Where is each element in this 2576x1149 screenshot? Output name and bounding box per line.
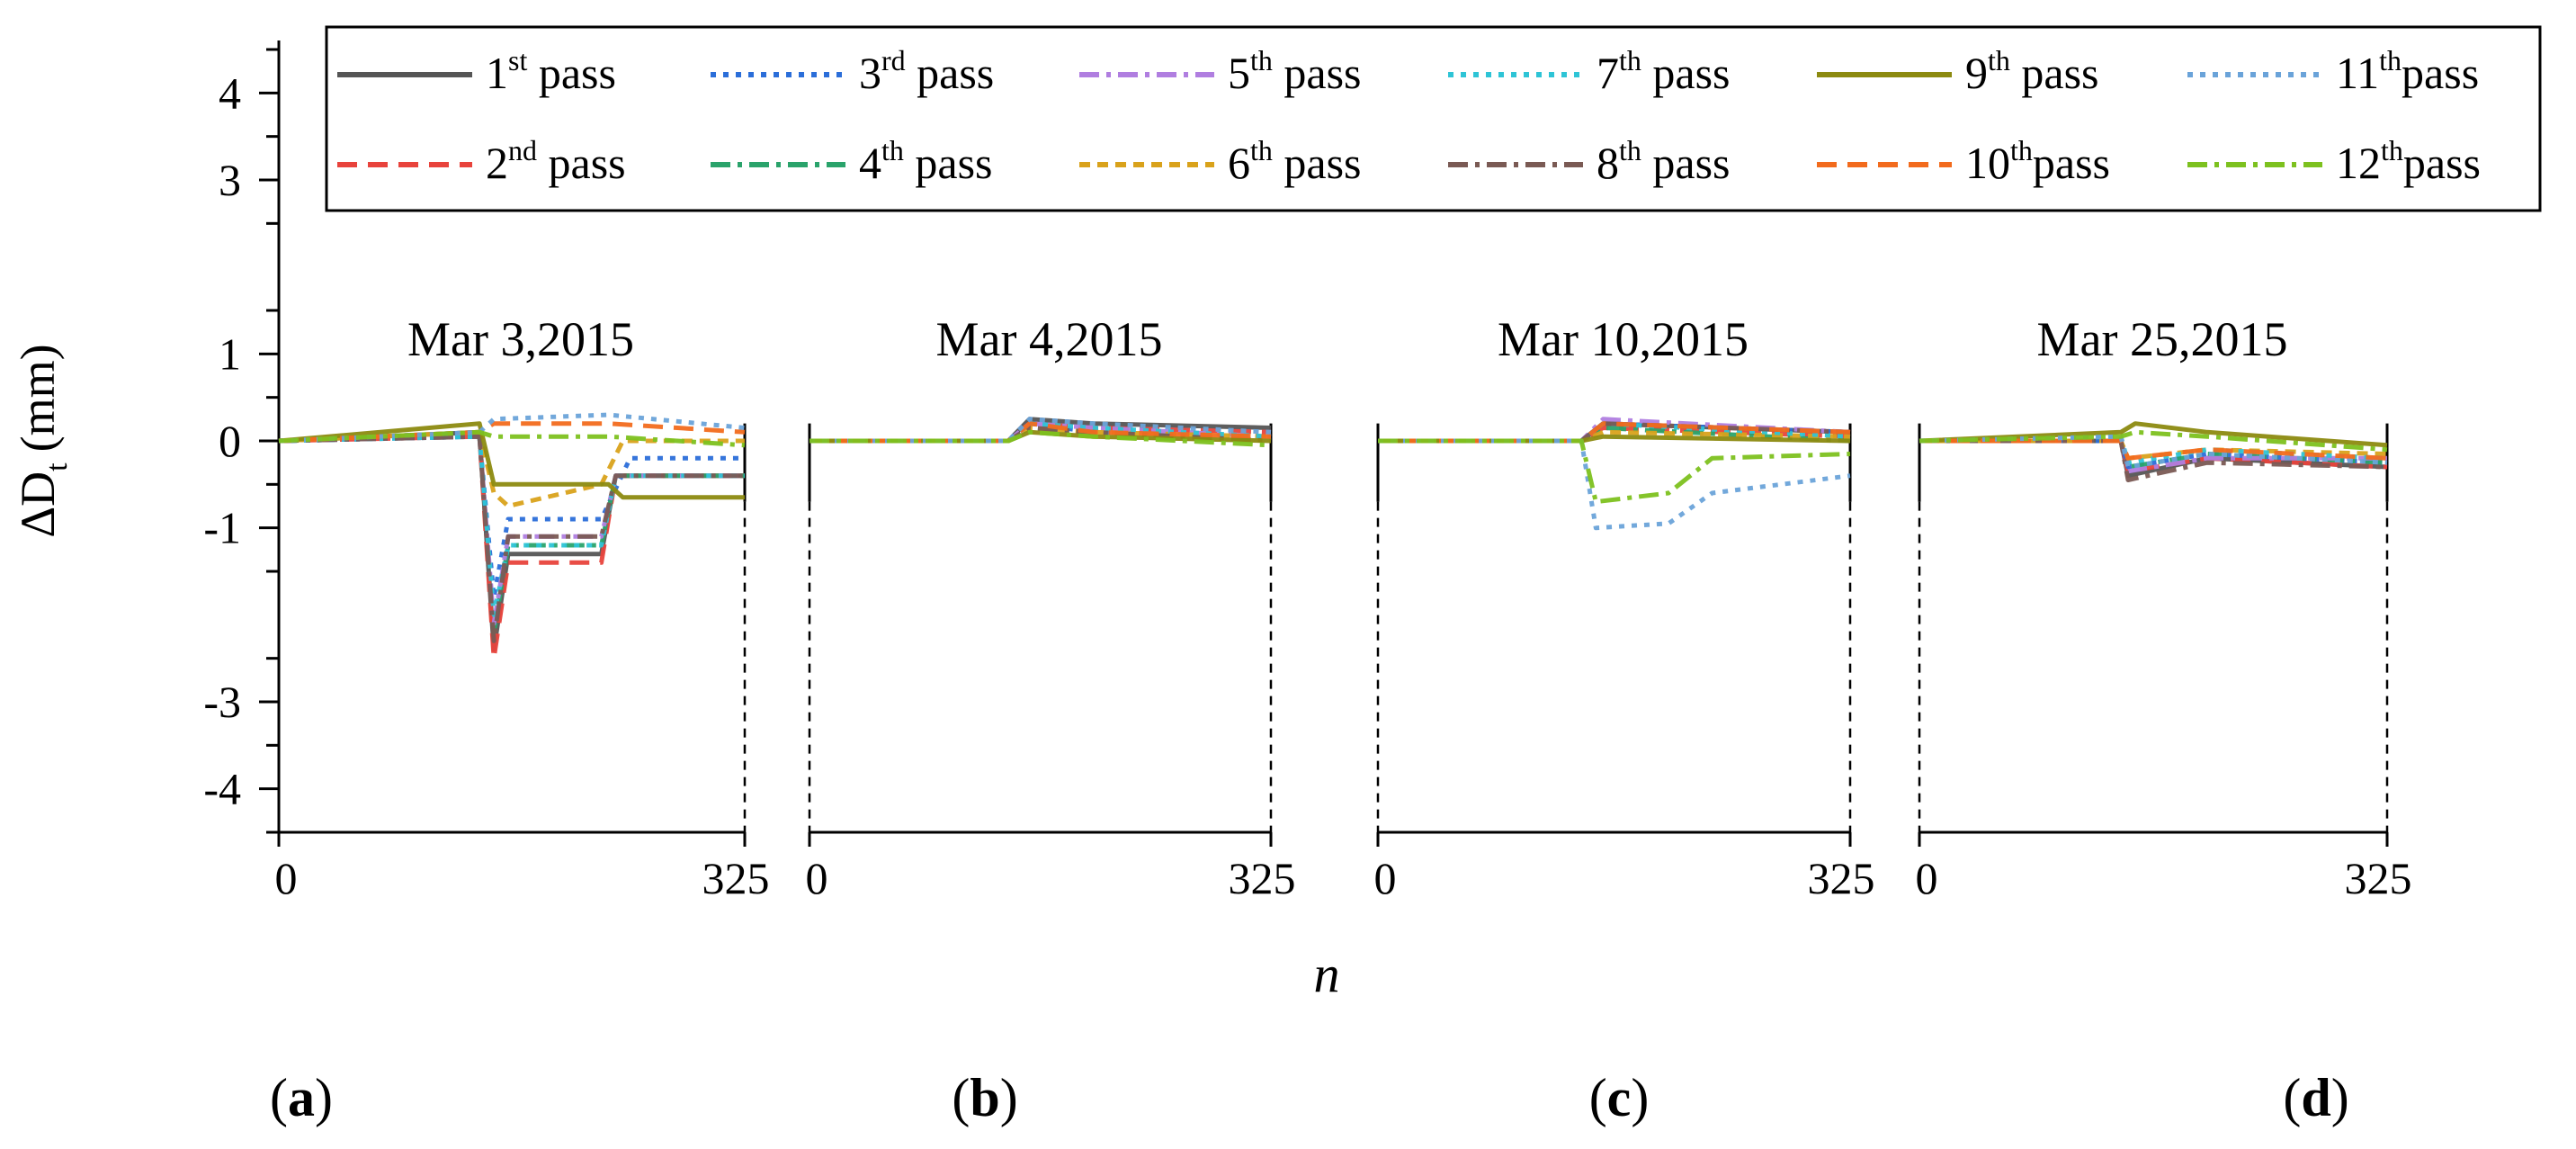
legend-item-6: 6th pass xyxy=(1079,134,1362,188)
x-tick-label-c-0: 0 xyxy=(1374,853,1397,903)
legend-item-8: 8th pass xyxy=(1448,134,1731,188)
y-tick-label-5: -3 xyxy=(203,677,241,727)
legend-item-2: 2nd pass xyxy=(337,134,626,188)
y-axis-label-main: ΔD xyxy=(11,471,65,538)
legend-label-1: 1st pass xyxy=(486,44,616,98)
legend-item-9: 9th pass xyxy=(1817,44,2099,98)
legend-label-10: 10thpass xyxy=(1965,134,2110,188)
legend-label-11: 11thpass xyxy=(2336,44,2479,98)
x-axis-label: n xyxy=(1314,945,1340,1003)
legend-label-6: 6th pass xyxy=(1228,134,1362,188)
legend-label-4: 4th pass xyxy=(859,134,993,188)
legend-label-2: 2nd pass xyxy=(486,134,626,188)
y-tick-label-4: -1 xyxy=(203,503,241,553)
series-line-a-12 xyxy=(278,429,746,448)
y-axis-label-unit: (mm) xyxy=(11,344,65,452)
series-line-a-3 xyxy=(278,434,745,600)
subfig-label-d: (d) xyxy=(2283,1068,2348,1127)
panel-c: Mar 10,2015 0 325 xyxy=(1374,312,1875,903)
legend-frame xyxy=(325,25,2542,212)
series-line-a-7 xyxy=(278,434,745,617)
legend-item-12: 12thpass xyxy=(2187,134,2481,188)
x-tick-label-b-0: 0 xyxy=(806,853,828,903)
series-line-a-11 xyxy=(278,412,746,444)
y-tick-label-1: 3 xyxy=(219,155,241,205)
x-tick-label-d-0: 0 xyxy=(1916,853,1938,903)
series-line-d-12 xyxy=(1919,429,2388,453)
x-tick-label-d-1: 325 xyxy=(2345,853,2412,903)
y-tick-label-6: -4 xyxy=(203,764,241,814)
panel-b: Mar 4,2015 0 325 xyxy=(806,312,1296,903)
legend: 1st pass 2nd pass 3rd pass 4th pass 5th pass… xyxy=(325,25,2542,212)
series-line-b-11 xyxy=(809,417,1272,444)
series-line-b-12 xyxy=(809,429,1272,448)
legend-item-1: 1st pass xyxy=(337,44,616,98)
subfig-letter-b: b xyxy=(970,1068,999,1127)
subfig-letter-c: c xyxy=(1607,1068,1632,1127)
x-tick-label-a-1: 325 xyxy=(702,853,770,903)
panel-title-c: Mar 10,2015 xyxy=(1498,312,1749,366)
x-tick-label-b-1: 325 xyxy=(1229,853,1296,903)
subfig-letter-d: d xyxy=(2301,1068,2330,1127)
panel-title-d: Mar 25,2015 xyxy=(2037,312,2288,366)
legend-item-10: 10thpass xyxy=(1817,134,2110,188)
legend-item-7: 7th pass xyxy=(1448,44,1731,98)
series-line-a-1 xyxy=(278,429,745,652)
legend-label-3: 3rd pass xyxy=(859,44,994,98)
series-line-c-11 xyxy=(1378,438,1851,531)
subfig-label-a: (a) xyxy=(270,1068,333,1127)
subfig-label-c: (c) xyxy=(1589,1068,1650,1127)
legend-label-7: 7th pass xyxy=(1597,44,1731,98)
legend-item-3: 3rd pass xyxy=(711,44,994,98)
legend-item-5: 5th pass xyxy=(1079,44,1362,98)
subfig-label-b: (b) xyxy=(952,1068,1017,1127)
y-tick-label-3: 0 xyxy=(219,416,241,466)
legend-label-5: 5th pass xyxy=(1228,44,1362,98)
series-line-c-6 xyxy=(1378,429,1851,444)
series-line-d-9 xyxy=(1919,421,2388,448)
y-axis: 4 3 1 0 -1 -3 -4 xyxy=(203,40,281,834)
legend-items: 1st pass 2nd pass 3rd pass 4th pass 5th pass… xyxy=(337,44,2481,188)
legend-label-12: 12thpass xyxy=(2336,134,2481,188)
x-tick-label-c-1: 325 xyxy=(1808,853,1875,903)
legend-item-11: 11thpass xyxy=(2187,44,2479,98)
x-tick-label-a-0: 0 xyxy=(275,853,298,903)
series-line-c-12 xyxy=(1378,438,1851,505)
series-line-d-10 xyxy=(1919,438,2388,461)
y-axis-label: ΔDt (mm) xyxy=(11,344,74,537)
subfigure-labels: (a) (b) (c) (d) xyxy=(270,1068,2349,1127)
panel-a: Mar 3,2015 0 325 xyxy=(275,312,770,903)
panel-d: Mar 25,2015 0 325 xyxy=(1916,312,2412,903)
subfig-letter-a: a xyxy=(288,1068,315,1127)
y-axis-label-sub: t xyxy=(40,462,74,471)
y-tick-label-2: 1 xyxy=(219,328,241,379)
legend-label-9: 9th pass xyxy=(1965,44,2099,98)
series-line-a-5 xyxy=(278,434,745,626)
series-line-a-8 xyxy=(278,434,745,643)
legend-label-8: 8th pass xyxy=(1597,134,1731,188)
panel-title-a: Mar 3,2015 xyxy=(407,312,634,366)
panel-title-b: Mar 4,2015 xyxy=(936,312,1163,366)
series-line-a-6 xyxy=(278,429,745,508)
y-tick-label-0: 4 xyxy=(219,67,241,118)
legend-item-4: 4th pass xyxy=(711,134,993,188)
series-line-d-3 xyxy=(1919,438,2388,470)
series-line-a-9 xyxy=(278,421,745,500)
panels: Mar 3,2015 0 325 Mar 4,2015 0 325 Mar 10,2015 0… xyxy=(275,312,2412,903)
